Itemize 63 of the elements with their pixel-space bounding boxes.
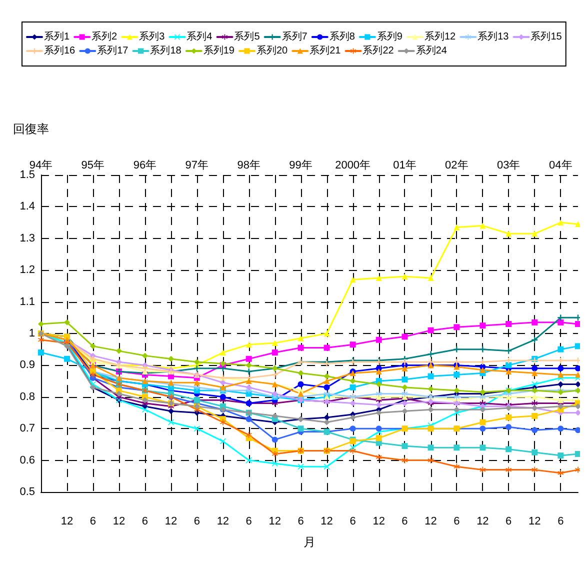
x-tick-label: 6 xyxy=(142,516,148,528)
x2-tick-label: 96年 xyxy=(133,160,157,172)
x2-tick-label: 99年 xyxy=(289,160,312,172)
legend-label: 系列2 xyxy=(92,30,118,42)
y-tick-label: 0.5 xyxy=(20,486,35,498)
legend-label: 系列22 xyxy=(362,44,394,56)
y-tick-label: 0.6 xyxy=(20,454,35,466)
x2-tick-label: 97年 xyxy=(185,160,209,172)
legend-label: 系列5 xyxy=(234,30,260,42)
legend-label: 系列12 xyxy=(424,30,456,42)
legend-label: 系列21 xyxy=(310,44,342,56)
x-tick-label: 12 xyxy=(216,516,230,528)
y-tick-label: 0.9 xyxy=(20,359,35,372)
x-tick-label: 12 xyxy=(476,516,489,528)
legend-label: 系列13 xyxy=(478,30,510,42)
legend-label: 系列24 xyxy=(416,44,448,56)
x-axis-title: 月 xyxy=(304,535,316,549)
x-tick-label: 12 xyxy=(164,516,178,528)
y-tick-label: 1.1 xyxy=(20,296,35,308)
x2-tick-label: 02年 xyxy=(445,160,468,172)
legend-label: 系列15 xyxy=(530,30,562,42)
x-tick-label: 12 xyxy=(320,516,333,528)
x2-tick-label: 04年 xyxy=(549,160,572,172)
x2-tick-label: 95年 xyxy=(81,160,105,172)
legend-label: 系列8 xyxy=(329,30,356,42)
x-tick-label: 6 xyxy=(350,516,356,528)
y-tick-label: 0.8 xyxy=(20,390,35,403)
legend-label: 系列18 xyxy=(150,44,182,56)
x-tick-label: 12 xyxy=(268,516,281,528)
x-tick-label: 6 xyxy=(402,516,408,528)
x-tick-label: 12 xyxy=(372,516,385,528)
x2-tick-label: 2000年 xyxy=(335,160,371,172)
x-tick-label: 6 xyxy=(246,516,252,528)
x2-tick-label: 94年 xyxy=(29,160,53,172)
legend-label: 系列9 xyxy=(376,30,403,42)
x-tick-label: 6 xyxy=(558,516,564,528)
legend-label: 系列7 xyxy=(282,30,308,42)
y-tick-label: 1.2 xyxy=(20,264,35,276)
x-tick-label: 12 xyxy=(60,516,74,528)
legend-label: 系列4 xyxy=(186,30,213,42)
x-tick-label: 6 xyxy=(298,516,304,528)
legend-label: 系列3 xyxy=(139,30,166,42)
x-tick-label: 12 xyxy=(112,516,126,528)
legend-label: 系列20 xyxy=(256,44,288,56)
x-tick-label: 6 xyxy=(194,516,200,528)
y-tick-label: 1.3 xyxy=(20,232,35,244)
y-tick-label: 1.5 xyxy=(20,169,35,181)
x-tick-label: 12 xyxy=(424,516,437,528)
x2-tick-label: 01年 xyxy=(393,160,416,172)
legend-label: 系列19 xyxy=(203,44,235,56)
x-tick-label: 6 xyxy=(506,516,512,528)
legend-label: 系列17 xyxy=(97,44,129,56)
legend-label: 系列16 xyxy=(44,44,76,56)
y-axis-title: 回復率 xyxy=(13,122,49,136)
x2-tick-label: 03年 xyxy=(496,160,520,172)
x-tick-label: 6 xyxy=(90,516,96,528)
y-tick-label: 1 xyxy=(28,328,35,340)
x2-tick-label: 98年 xyxy=(237,160,260,172)
x-tick-label: 6 xyxy=(454,516,460,528)
legend-label: 系列1 xyxy=(44,30,70,42)
y-tick-label: 0.7 xyxy=(20,422,35,435)
y-tick-label: 1.4 xyxy=(20,200,35,213)
x-tick-label: 12 xyxy=(528,516,541,528)
